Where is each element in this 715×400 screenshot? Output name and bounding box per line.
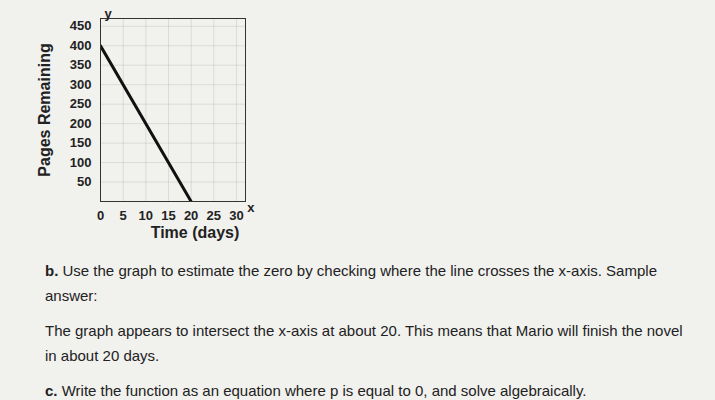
svg-text:y: y [105,6,113,21]
svg-text:10: 10 [139,208,153,223]
svg-text:400: 400 [70,38,92,53]
svg-text:250: 250 [70,96,92,111]
svg-text:20: 20 [184,208,198,223]
svg-text:300: 300 [70,77,92,92]
svg-text:Pages Remaining: Pages Remaining [36,43,53,176]
svg-text:15: 15 [161,208,175,223]
svg-text:50: 50 [77,174,91,189]
svg-text:100: 100 [70,155,92,170]
svg-text:5: 5 [120,208,127,223]
html-text:Time (days): Time (days) [150,224,240,241]
svg-text:450: 450 [70,18,92,33]
svg-text:0: 0 [97,208,104,223]
svg-text:x: x [247,200,255,215]
html-text:The graph appears to intersect: The graph appears to intersect the x-axi… [45,322,683,364]
html-text:c. Write the function as an eq: c. Write the function as an equation whe… [45,382,587,399]
svg-text:150: 150 [70,135,92,150]
html-text:b. Use the graph to estimate t: b. Use the graph to estimate the zero by… [45,262,657,304]
svg-text:25: 25 [207,208,221,223]
svg-text:30: 30 [229,208,243,223]
svg-text:200: 200 [70,116,92,131]
svg-text:350: 350 [70,57,92,72]
